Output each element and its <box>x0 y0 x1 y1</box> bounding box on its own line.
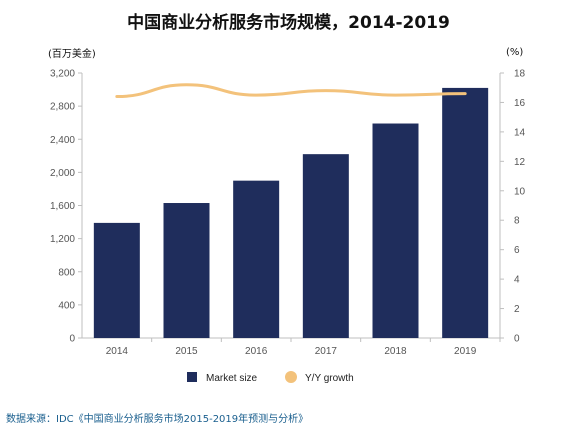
y-tick-label: 1,600 <box>50 201 75 212</box>
y-axis-unit-label: (百万美金) <box>48 47 96 60</box>
bar-2017 <box>302 154 349 338</box>
bar-2015 <box>163 203 210 338</box>
legend-line-label: Y/Y growth <box>305 373 354 384</box>
y-tick-label: 2,000 <box>50 168 75 179</box>
y-tick-label: 0 <box>69 334 75 345</box>
bar-2019 <box>442 87 489 338</box>
x-tick-label: 2019 <box>454 346 477 357</box>
y2-tick-label: 2 <box>514 304 520 315</box>
y2-tick-label: 4 <box>514 275 520 286</box>
y2-tick-label: 0 <box>514 334 520 345</box>
y-tick-label: 3,200 <box>50 69 75 80</box>
y2-tick-label: 8 <box>514 216 520 227</box>
x-tick-label: 2017 <box>315 346 338 357</box>
y2-tick-label: 12 <box>514 157 526 168</box>
y2-tick-label: 14 <box>514 127 526 138</box>
y-tick-label: 400 <box>58 300 75 311</box>
y-tick-label: 2,800 <box>50 102 75 113</box>
x-tick-label: 2018 <box>384 346 407 357</box>
legend-line-swatch <box>285 371 297 383</box>
legend: Market size Y/Y growth <box>187 371 354 384</box>
axes: 0 400 800 1,200 1,600 2,000 2,400 2,800 3,200 0 2 4… <box>50 69 526 358</box>
y2-axis-unit-label: (%) <box>506 47 523 58</box>
bars <box>93 87 489 338</box>
growth-line-path <box>115 83 467 99</box>
y-tick-label: 2,400 <box>50 135 75 146</box>
bar-2016 <box>233 180 280 338</box>
x-tick-label: 2014 <box>106 346 129 357</box>
chart-title: 中国商业分析服务市场规模，2014-2019 <box>127 13 450 33</box>
y2-tick-label: 6 <box>514 245 520 256</box>
growth-line <box>115 83 467 99</box>
y-tick-label: 1,200 <box>50 234 75 245</box>
legend-bar-swatch <box>187 372 197 382</box>
source-note: 数据来源：IDC《中国商业分析服务市场2015-2019年预测与分析》 <box>6 414 309 425</box>
x-tick-label: 2016 <box>245 346 268 357</box>
x-tick-label: 2015 <box>175 346 198 357</box>
bar-2014 <box>93 222 140 338</box>
y2-tick-label: 16 <box>514 98 526 109</box>
bar-2018 <box>372 123 419 338</box>
y2-tick-label: 10 <box>514 186 526 197</box>
legend-bar-label: Market size <box>206 373 258 384</box>
y-tick-label: 800 <box>58 267 75 278</box>
y2-tick-label: 18 <box>514 69 526 80</box>
